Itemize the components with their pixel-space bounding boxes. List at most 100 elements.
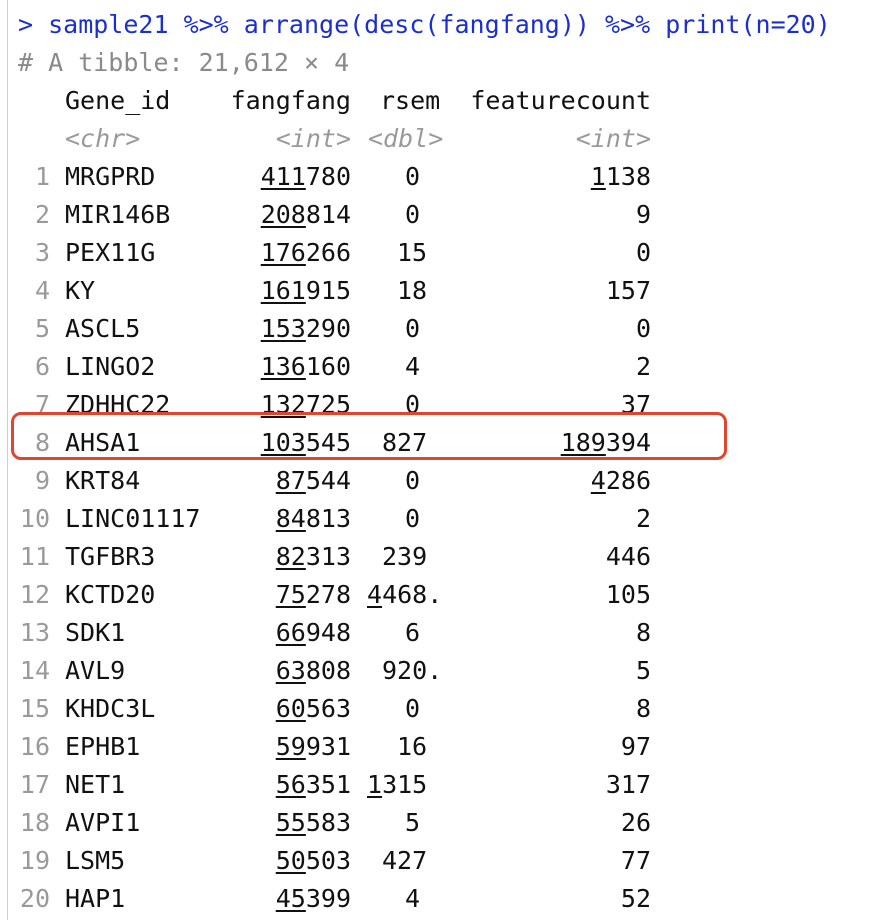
cell-fangfang: 103545 xyxy=(195,424,351,462)
command-line: > sample21 %>% arrange(desc(fangfang)) %… xyxy=(18,10,831,39)
cell-fangfang: 55583 xyxy=(195,804,351,842)
row-index-rest-part: 8 xyxy=(34,428,50,457)
highlight-box-row-8 xyxy=(11,412,727,460)
cell-featurecount-rest-part: 8 xyxy=(635,694,651,723)
cell-featurecount: 77 xyxy=(460,842,651,880)
row-index-rest-part: 1 xyxy=(34,162,50,191)
header-featurecount: featurecount xyxy=(470,86,651,115)
table-row: 11 TGFBR3 82313 239 446 xyxy=(0,538,888,576)
cell-featurecount-rest-part: 52 xyxy=(620,884,651,913)
type-fangfang: <int> xyxy=(275,124,351,153)
cell-fangfang-underlined-part: 75 xyxy=(275,580,306,609)
row-index-rest-part: 15 xyxy=(19,694,50,723)
cell-featurecount-rest-part: 394 xyxy=(605,428,651,457)
cell-gene-id-rest-part: KY xyxy=(65,276,96,305)
cell-featurecount: 8 xyxy=(460,690,651,728)
row-index: 18 xyxy=(8,804,50,842)
cell-featurecount: 2 xyxy=(460,348,651,386)
cell-rsem: 4 xyxy=(405,348,420,386)
cell-gene-id: KRT84 xyxy=(65,462,140,500)
cell-featurecount: 97 xyxy=(460,728,651,766)
cell-fangfang-underlined-part: 55 xyxy=(275,808,306,837)
console-left-rule xyxy=(7,0,8,920)
cell-rsem: 4468. xyxy=(367,576,442,614)
cell-rsem: 18 xyxy=(397,272,427,310)
table-row: 8 AHSA1 103545 827 189394 xyxy=(0,424,888,462)
cell-featurecount: 1138 xyxy=(460,158,651,196)
cell-rsem-rest-part: 18 xyxy=(397,276,428,305)
cell-gene-id-rest-part: KCTD20 xyxy=(65,580,156,609)
cell-gene-id: AVL9 xyxy=(65,652,125,690)
cell-rsem-rest-part: 827 xyxy=(382,428,428,457)
row-index-rest-part: 9 xyxy=(34,466,50,495)
header-rsem: rsem xyxy=(380,86,441,115)
cell-fangfang: 153290 xyxy=(195,310,351,348)
cell-featurecount-rest-part: 97 xyxy=(620,732,651,761)
cell-gene-id-rest-part: SDK1 xyxy=(65,618,126,647)
cell-fangfang-underlined-part: 153 xyxy=(260,314,306,343)
cell-gene-id-rest-part: LINGO2 xyxy=(65,352,156,381)
type-rsem: <dbl> xyxy=(368,124,444,153)
table-row: 14 AVL9 63808 920. 5 xyxy=(0,652,888,690)
cell-fangfang-underlined-part: 136 xyxy=(260,352,306,381)
row-index: 17 xyxy=(8,766,50,804)
cell-featurecount-rest-part: 0 xyxy=(635,314,651,343)
row-index: 20 xyxy=(8,880,50,918)
cell-fangfang-rest-part: 278 xyxy=(305,580,351,609)
cell-rsem: 0 xyxy=(405,500,420,538)
cell-rsem: 427 xyxy=(382,842,427,880)
cell-featurecount-rest-part: 138 xyxy=(605,162,651,191)
row-index-rest-part: 6 xyxy=(34,352,50,381)
row-index-rest-part: 13 xyxy=(19,618,50,647)
cell-rsem-rest-part: 6 xyxy=(405,618,421,647)
row-index-rest-part: 5 xyxy=(34,314,50,343)
cell-rsem-rest-part: 468. xyxy=(382,580,443,609)
cell-fangfang: 176266 xyxy=(195,234,351,272)
cell-fangfang: 45399 xyxy=(195,880,351,918)
cell-rsem: 239 xyxy=(382,538,427,576)
cell-fangfang-underlined-part: 59 xyxy=(275,732,306,761)
cell-featurecount-rest-part: 9 xyxy=(635,200,651,229)
cell-featurecount: 8 xyxy=(460,614,651,652)
header-gene-id: Gene_id xyxy=(65,86,171,115)
cell-featurecount: 9 xyxy=(460,196,651,234)
table-row: 5 ASCL5 153290 0 0 xyxy=(0,310,888,348)
cell-gene-id-rest-part: ASCL5 xyxy=(65,314,141,343)
table-header-row: Gene_id fangfang rsem featurecount xyxy=(0,82,888,120)
cell-gene-id-rest-part: LINC01117 xyxy=(65,504,201,533)
cell-fangfang-rest-part: 814 xyxy=(305,200,351,229)
cell-rsem: 0 xyxy=(405,690,420,728)
cell-featurecount: 5 xyxy=(460,652,651,690)
row-index: 1 xyxy=(8,158,50,196)
cell-featurecount: 157 xyxy=(460,272,651,310)
table-row: 10 LINC01117 84813 0 2 xyxy=(0,500,888,538)
table-row: 15 KHDC3L 60563 0 8 xyxy=(0,690,888,728)
cell-featurecount: 26 xyxy=(460,804,651,842)
cell-rsem-rest-part: 920. xyxy=(382,656,443,685)
cell-fangfang-rest-part: 544 xyxy=(305,466,351,495)
row-index-rest-part: 17 xyxy=(19,770,50,799)
cell-fangfang-rest-part: 545 xyxy=(305,428,351,457)
cell-gene-id: MIR146B xyxy=(65,196,170,234)
type-featurecount: <int> xyxy=(575,124,651,153)
cell-rsem: 6 xyxy=(405,614,420,652)
cell-fangfang: 59931 xyxy=(195,728,351,766)
cell-fangfang: 63808 xyxy=(195,652,351,690)
row-index-rest-part: 14 xyxy=(19,656,50,685)
cell-gene-id: ASCL5 xyxy=(65,310,140,348)
cell-gene-id-rest-part: MRGPRD xyxy=(65,162,156,191)
cell-rsem: 0 xyxy=(405,310,420,348)
row-index: 7 xyxy=(8,391,50,424)
cell-fangfang: 60563 xyxy=(195,690,351,728)
cell-fangfang-rest-part: 563 xyxy=(305,694,351,723)
cell-featurecount: 0 xyxy=(460,234,651,272)
cell-rsem-rest-part: 315 xyxy=(382,770,428,799)
cell-rsem: 0 xyxy=(405,196,420,234)
cell-rsem: 0 xyxy=(405,391,420,424)
row-index: 5 xyxy=(8,310,50,348)
tibble-info-comment: # A tibble: 21,612 × 4 xyxy=(18,48,350,77)
cell-rsem: 1315 xyxy=(367,766,427,804)
cell-gene-id: KY xyxy=(65,272,95,310)
row-index: 6 xyxy=(8,348,50,386)
cell-featurecount: 189394 xyxy=(460,424,651,462)
